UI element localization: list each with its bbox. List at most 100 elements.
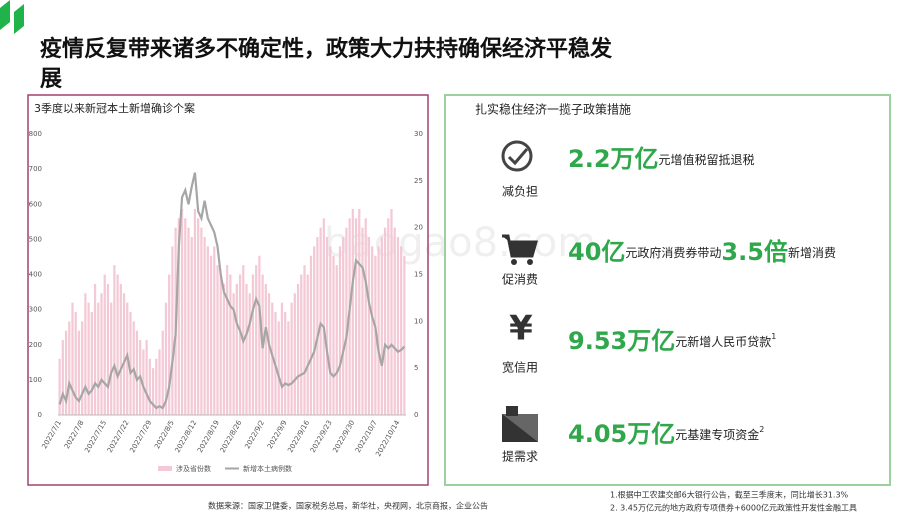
x-tick-label: 2022/8/12 (174, 419, 199, 454)
bar (110, 302, 113, 415)
y2-tick-label: 20 (414, 224, 423, 232)
bar (390, 208, 393, 415)
policy-panel (444, 94, 891, 486)
bar (164, 302, 168, 415)
y2-tick-label: 15 (414, 271, 423, 279)
bar (61, 340, 64, 415)
bar (171, 246, 174, 415)
y-tick-label: 500 (29, 235, 42, 243)
bar (358, 208, 361, 415)
legend-label: 新增本土病例数 (243, 464, 292, 473)
item-row: 9.53万亿元新增人民币贷款1 (568, 327, 776, 355)
x-tick-label: 2022/7/22 (106, 419, 131, 454)
bar (71, 302, 74, 415)
title: 疫情反复带来诸多不确定性，政策大力扶持确保经济平稳发 (40, 36, 613, 62)
bar (361, 227, 364, 415)
y2-tick-label: 25 (414, 177, 423, 185)
line (58, 172, 406, 410)
footnote-ref: 2 (759, 425, 764, 434)
x-tick-label: 2022/7/29 (128, 419, 153, 454)
bar (64, 330, 68, 415)
bar (342, 237, 345, 415)
bar (97, 302, 100, 415)
policy-title: 扎实稳住经济一揽子政策措施 (475, 102, 631, 117)
bar (280, 302, 284, 415)
bar (84, 293, 87, 415)
bar (335, 265, 338, 415)
item-row: 4.05万亿元基建专项资金2 (568, 420, 764, 448)
bar (206, 246, 209, 415)
bar (113, 265, 116, 415)
bar (222, 283, 226, 415)
y-tick-label: 400 (29, 271, 42, 279)
bar (103, 274, 106, 415)
bar (116, 274, 119, 415)
logo (0, 0, 10, 30)
bar (180, 208, 184, 415)
item-text: 元新增人民币贷款 (675, 334, 771, 349)
icon (501, 140, 533, 172)
bar (232, 293, 235, 415)
bar (81, 321, 84, 415)
bar (229, 274, 232, 415)
bar (77, 330, 81, 415)
item-row: 40亿元政府消费券带动3.5倍新增消费 (568, 238, 836, 266)
big-number: 9.53万亿 (568, 327, 675, 355)
bar (74, 311, 77, 415)
bar (403, 255, 406, 415)
x-tick-label: 2022/8/19 (196, 419, 221, 454)
bar (396, 237, 400, 415)
bar (300, 274, 303, 415)
bar (371, 246, 374, 415)
bar (332, 255, 335, 415)
x-tick-label: 2022/7/15 (83, 419, 108, 454)
bar (325, 237, 329, 415)
y-tick-label: 300 (29, 306, 42, 314)
x-tick-label: 2022/7/1 (40, 419, 63, 450)
bar (197, 218, 200, 415)
bar (313, 246, 316, 415)
y-tick-label: 700 (29, 165, 42, 173)
bar (190, 237, 193, 415)
bar (377, 246, 380, 415)
bar (106, 283, 110, 415)
big-number: 3.5倍 (721, 238, 788, 266)
bar (129, 311, 132, 415)
bar (264, 283, 267, 415)
bar (177, 218, 180, 415)
bar (161, 330, 164, 415)
item-text: 元基建专项资金 (675, 427, 759, 442)
bar (168, 274, 171, 415)
bar (393, 227, 396, 415)
y2-tick-label: 10 (414, 317, 423, 325)
bar (267, 293, 271, 415)
bar (200, 227, 203, 415)
item-label: 减负担 (502, 185, 538, 199)
y-tick-label: 100 (29, 376, 42, 384)
item-text: 元增值税留抵退税 (659, 152, 755, 167)
x-tick-label: 2022/8/5 (153, 419, 176, 450)
x-tick-label: 2022/9/9 (266, 419, 289, 450)
x-tick-label: 2022/7/8 (63, 419, 86, 450)
bar (284, 311, 287, 415)
bar (119, 283, 122, 415)
legend-label: 涉及省份数 (176, 464, 211, 473)
bar (235, 283, 238, 415)
bar (351, 208, 354, 415)
bar (293, 293, 296, 415)
bar (148, 358, 151, 415)
bar (155, 358, 158, 415)
bar (93, 283, 97, 415)
bar (322, 218, 325, 415)
x-tick-label: 2022/9/30 (331, 419, 356, 454)
y-tick-label: 600 (29, 200, 42, 208)
bar (306, 274, 309, 415)
bar (383, 227, 387, 415)
y-tick-label: 0 (38, 411, 42, 419)
bar (329, 246, 332, 415)
x-tick-label: 2022/10/14 (374, 419, 401, 458)
bar (158, 349, 161, 415)
bar (184, 218, 187, 415)
bar (345, 227, 348, 415)
